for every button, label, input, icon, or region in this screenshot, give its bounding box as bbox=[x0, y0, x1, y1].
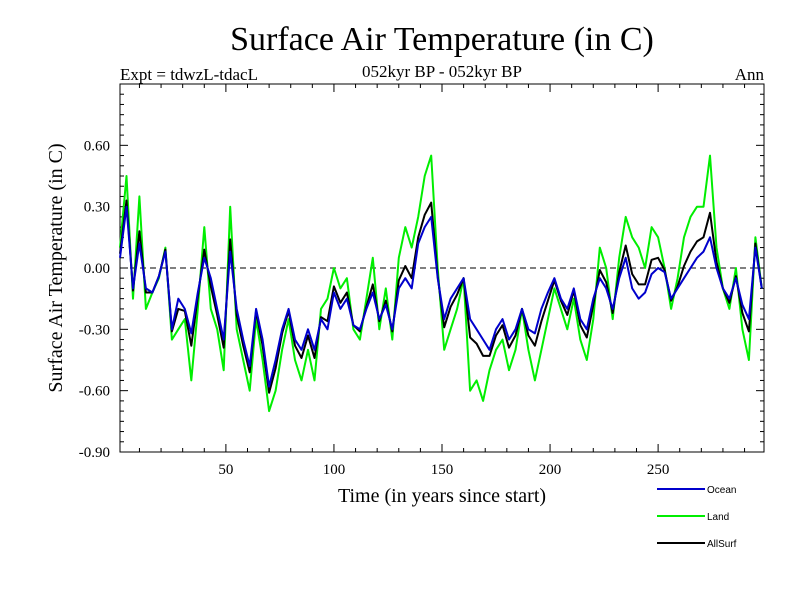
y-tick-label: 0.60 bbox=[84, 138, 110, 154]
season-label: Ann bbox=[735, 65, 765, 84]
minor-ticks bbox=[120, 83, 764, 453]
legend-label-allsurf: AllSurf bbox=[707, 539, 737, 550]
x-tick-label: 250 bbox=[647, 462, 670, 478]
x-axis: 50 100 150 200 250 bbox=[218, 462, 669, 478]
x-axis-title: Time (in years since start) bbox=[338, 485, 546, 507]
chart-title: Surface Air Temperature (in C) bbox=[230, 21, 654, 58]
series-line-land bbox=[119, 154, 763, 413]
y-tick-label: -0.30 bbox=[79, 322, 110, 338]
x-tick-label: 150 bbox=[431, 462, 454, 478]
legend: Ocean Land AllSurf bbox=[657, 485, 737, 550]
x-tick-label: 100 bbox=[323, 462, 346, 478]
y-tick-label: -0.60 bbox=[79, 384, 110, 400]
legend-label-land: Land bbox=[707, 512, 729, 523]
y-axis-title: Surface Air Temperature (in C) bbox=[45, 143, 67, 392]
legend-label-ocean: Ocean bbox=[707, 485, 736, 496]
x-tick-label: 200 bbox=[539, 462, 562, 478]
y-tick-label: 0.00 bbox=[84, 261, 110, 277]
period-label: 052kyr BP - 052kyr BP bbox=[362, 62, 522, 81]
x-tick-label: 50 bbox=[218, 462, 233, 478]
experiment-label: Expt = tdwzL-tdacL bbox=[120, 65, 258, 84]
y-tick-label: 0.30 bbox=[84, 200, 110, 216]
y-axis: -0.90 -0.60 -0.30 0.00 0.30 0.60 bbox=[79, 138, 110, 461]
series-line-ocean bbox=[119, 205, 763, 388]
series-layer bbox=[119, 154, 763, 413]
y-tick-label: -0.90 bbox=[79, 445, 110, 461]
